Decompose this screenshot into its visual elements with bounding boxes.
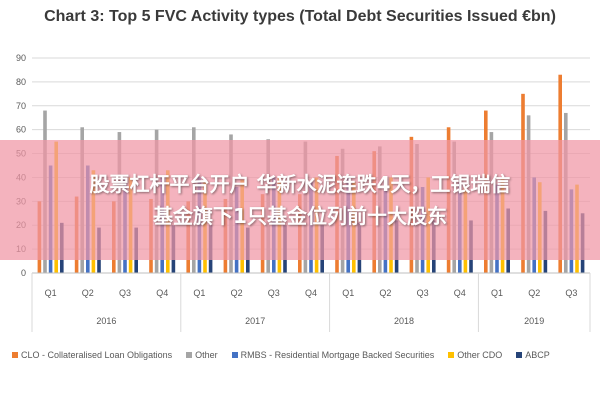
x-tick-label: Q2 — [379, 288, 391, 298]
y-tick-label: 80 — [16, 77, 26, 87]
year-label: 2016 — [96, 316, 116, 326]
x-tick-label: Q2 — [82, 288, 94, 298]
legend-item: RMBS - Residential Mortgage Backed Secur… — [231, 350, 435, 360]
x-tick-label: Q3 — [119, 288, 131, 298]
y-tick-label: 90 — [16, 53, 26, 63]
x-tick-label: Q2 — [528, 288, 540, 298]
legend-label: CLO - Collateralised Loan Obligations — [21, 350, 173, 360]
y-tick-label: 60 — [16, 125, 26, 135]
legend-label: Other CDO — [457, 350, 503, 360]
legend-label: RMBS - Residential Mortgage Backed Secur… — [240, 350, 435, 360]
banner-line-2: 基金旗下1只基金位列前十大股东 — [153, 204, 447, 228]
legend-item: ABCP — [516, 350, 550, 360]
y-tick-label: 70 — [16, 101, 26, 111]
x-tick-label: Q3 — [417, 288, 429, 298]
legend-item: CLO - Collateralised Loan Obligations — [12, 350, 172, 360]
year-label: 2017 — [245, 316, 265, 326]
banner-line-1: 股票杠杆平台开户 华新水泥连跌4天，工银瑞信 — [89, 172, 511, 196]
chart-title: Chart 3: Top 5 FVC Activity types (Total… — [44, 8, 556, 25]
legend-swatch — [516, 352, 523, 358]
legend: CLO - Collateralised Loan Obligations Oth… — [12, 350, 592, 360]
overlay-banner: 股票杠杆平台开户 华新水泥连跌4天，工银瑞信 基金旗下1只基金位列前十大股东 — [0, 140, 600, 260]
x-axis-ticks: Q1 Q2 Q3 Q4 Q1 Q2 Q3 Q4 Q1 Q2 Q3 Q4 Q1 Q2 Q3 — [32, 272, 590, 298]
year-labels: 2016 2017 2018 2019 — [31, 273, 591, 332]
legend-swatch — [231, 352, 238, 358]
x-tick-label: Q4 — [156, 288, 168, 298]
legend-label: ABCP — [525, 350, 550, 360]
y-tick-label: 0 — [21, 268, 26, 278]
legend-item: Other — [186, 350, 218, 360]
legend-swatch — [12, 352, 18, 358]
legend-item: Other CDO — [448, 350, 502, 360]
legend-label: Other — [195, 350, 218, 360]
x-tick-label: Q1 — [491, 288, 503, 298]
legend-swatch — [448, 352, 455, 358]
x-tick-label: Q4 — [454, 288, 466, 298]
year-label: 2019 — [524, 316, 544, 326]
x-tick-label: Q1 — [193, 288, 205, 298]
x-tick-label: Q1 — [45, 288, 57, 298]
x-tick-label: Q2 — [231, 288, 243, 298]
x-tick-label: Q3 — [565, 288, 577, 298]
x-tick-label: Q4 — [305, 288, 317, 298]
year-label: 2018 — [394, 316, 414, 326]
x-tick-label: Q1 — [342, 288, 354, 298]
x-tick-label: Q3 — [268, 288, 280, 298]
legend-swatch — [186, 352, 193, 358]
